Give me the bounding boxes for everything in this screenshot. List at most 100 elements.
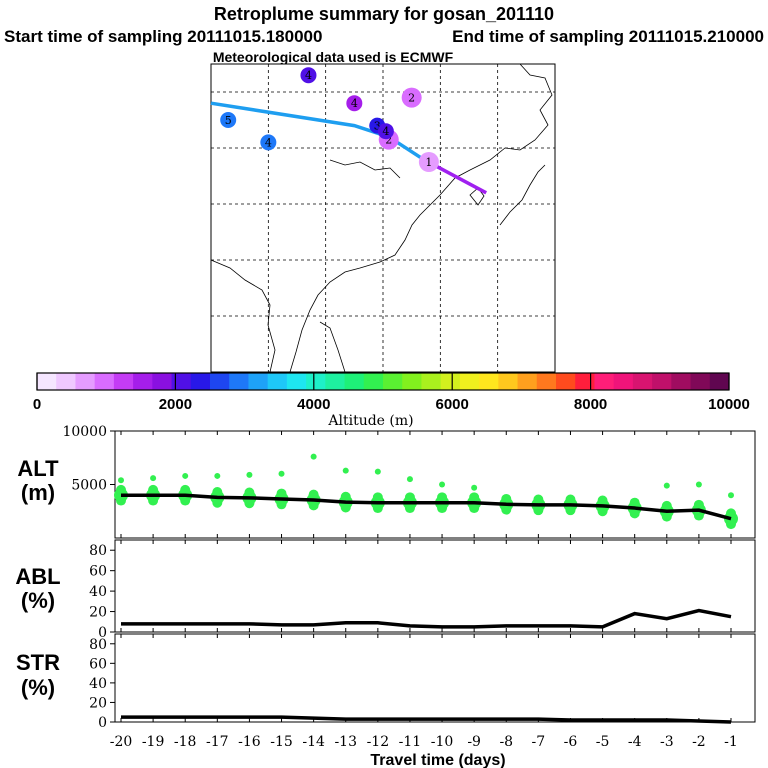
- colorbar-cell: [498, 373, 519, 390]
- x-tick-label: -12: [367, 734, 390, 750]
- y-tick-label: 5000: [71, 478, 107, 494]
- y-tick-label: 60: [89, 564, 107, 580]
- alt-unit-label: (m): [21, 480, 55, 505]
- plume-track-line: [210, 101, 425, 161]
- colorbar-cell: [690, 373, 711, 390]
- str-panel: 80 60 40 20 0: [89, 633, 756, 731]
- alt-dot: [597, 495, 608, 506]
- colorbar-cell: [171, 373, 192, 390]
- alt-upper-dot: [150, 475, 157, 482]
- colorbar-cell: [56, 373, 76, 390]
- colorbar-cell: [37, 373, 57, 390]
- alt-upper-dot: [406, 476, 413, 483]
- panel-frame: [114, 539, 756, 633]
- y-tick-label: 0: [98, 625, 107, 641]
- colorbar-cell: [113, 373, 134, 390]
- colorbar-tick-label: 6000: [436, 396, 469, 413]
- alt-upper-dot: [663, 482, 670, 489]
- x-tick-label: -4: [628, 734, 642, 750]
- alt-dot: [693, 499, 704, 510]
- y-tick-label: 0: [98, 715, 107, 731]
- plume-cluster-dot: [418, 152, 439, 172]
- plume-cluster-label: 4: [305, 69, 312, 82]
- alt-dot: [565, 494, 576, 505]
- plume-cluster-label: 1: [425, 156, 432, 169]
- plume-cluster-label: 4: [382, 125, 389, 138]
- plume-cluster-dot: [260, 134, 277, 151]
- alt-upper-dot: [728, 492, 734, 499]
- str-label: STR: [16, 650, 60, 675]
- y-tick-label: 60: [89, 656, 107, 672]
- inland-border: [329, 159, 401, 179]
- alt-dot: [661, 500, 672, 511]
- colorbar-cell: [190, 373, 211, 390]
- abl-panel: 80 60 40 20 0: [89, 539, 756, 641]
- x-tick-label: -20: [110, 734, 133, 750]
- plume-cluster-label: 3: [374, 120, 381, 133]
- alt-upper-dot: [278, 470, 285, 477]
- alt-upper-dot: [118, 477, 124, 484]
- end-time-label: End time of sampling 20111015.210000: [452, 27, 764, 46]
- colorbar-cell: [652, 373, 672, 390]
- colorbar-cell: [152, 373, 173, 390]
- colorbar-tick-label: 0: [33, 396, 41, 413]
- colorbar-cell: [421, 373, 442, 390]
- japan-coast: [499, 164, 546, 226]
- panel-frame: [114, 430, 756, 539]
- india-coastline: [210, 259, 276, 373]
- x-tick-label: -14: [302, 734, 325, 750]
- colorbar-tick-label: 4000: [297, 396, 330, 413]
- x-tick-label: -6: [564, 734, 578, 750]
- y-tick-label: 40: [89, 584, 107, 600]
- alt-upper-dot: [214, 472, 221, 479]
- alt-dot: [533, 494, 544, 505]
- indochina-coast: [319, 321, 346, 373]
- str-unit-label: (%): [21, 675, 55, 700]
- plume-cluster-dot: [300, 67, 317, 84]
- korea-peninsula: [469, 187, 485, 206]
- colorbar-cell: [632, 373, 653, 390]
- colorbar-cell: [479, 373, 499, 390]
- plume-cluster-label: 2: [408, 92, 415, 105]
- colorbar-cell: [383, 373, 403, 390]
- y-tick-label: 10000: [62, 424, 107, 440]
- x-tick-label: -5: [596, 734, 610, 750]
- x-tick-label: -2: [692, 734, 706, 750]
- plume-cluster-dot: [377, 123, 394, 140]
- start-time-label: Start time of sampling 20111015.180000: [4, 27, 322, 46]
- alt-dot: [372, 492, 383, 503]
- colorbar-cell: [556, 373, 576, 390]
- alt-upper-dot: [439, 481, 446, 488]
- altitude-colorbar: [36, 372, 730, 391]
- colorbar-cell: [402, 373, 422, 390]
- alt-upper-dot: [246, 471, 253, 478]
- alt-upper-dot: [471, 484, 478, 491]
- plume-cluster-label: 4: [351, 97, 358, 110]
- str-line: [121, 715, 732, 724]
- colorbar-cell: [575, 373, 595, 390]
- colorbar-cell: [325, 373, 346, 390]
- x-tick-label: -9: [467, 734, 481, 750]
- alt-dot: [437, 492, 448, 503]
- y-tick-label: 20: [89, 605, 107, 621]
- colorbar-cell: [229, 373, 249, 390]
- alt-dot: [501, 493, 512, 504]
- colorbar-cell: [344, 373, 365, 390]
- x-tick-label: -16: [238, 734, 261, 750]
- x-tick-label: -7: [532, 734, 546, 750]
- colorbar-tick-label: 10000: [708, 396, 750, 413]
- plume-cluster-label: 5: [225, 114, 232, 127]
- plume-cluster-dot: [220, 112, 237, 128]
- alt-upper-dot: [342, 467, 349, 474]
- colorbar-tick-label: 8000: [574, 396, 607, 413]
- x-axis-label: Travel time (days): [370, 752, 505, 768]
- colorbar-cell: [613, 373, 634, 390]
- colorbar-cell: [671, 373, 692, 390]
- met-data-label: Meteorological data used is ECMWF: [213, 49, 454, 65]
- alt-panel: 10000 5000: [62, 424, 756, 539]
- alt-dot: [148, 484, 159, 495]
- colorbar-cell: [133, 373, 153, 390]
- colorbar-cell: [709, 373, 730, 390]
- y-tick-label: 20: [89, 695, 107, 711]
- y-tick-label: 80: [89, 543, 107, 559]
